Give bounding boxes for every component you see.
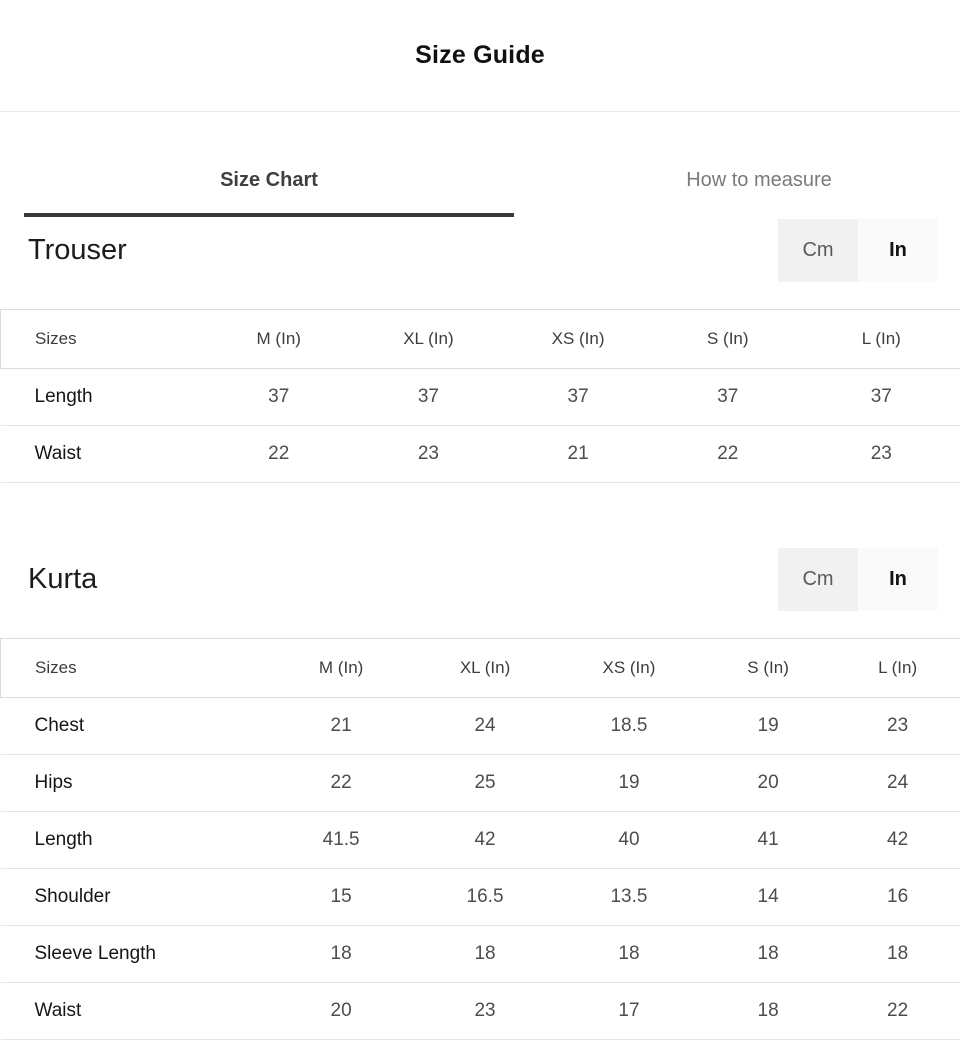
unit-toggle-trouser: Cm In bbox=[778, 219, 938, 282]
measurement-value: 18.5 bbox=[557, 697, 701, 755]
section-head-trouser: Trouser Cm In bbox=[0, 217, 960, 282]
measurement-label: Hips bbox=[0, 754, 270, 812]
measurement-value: 21 bbox=[503, 425, 653, 483]
measurement-value: 23 bbox=[802, 425, 960, 483]
measurement-value: 24 bbox=[835, 754, 960, 812]
measurement-value: 16 bbox=[835, 868, 960, 926]
section-title-kurta: Kurta bbox=[28, 563, 98, 595]
measurement-label: Length bbox=[0, 811, 270, 869]
unit-cm-button-kurta[interactable]: Cm bbox=[778, 548, 858, 611]
size-table-trouser: Sizes M (In) XL (In) XS (In) S (In) L (In) Len… bbox=[0, 309, 960, 483]
size-guide-header: Size Guide bbox=[0, 0, 960, 112]
measurement-value: 24 bbox=[413, 697, 557, 755]
measurement-value: 41.5 bbox=[269, 811, 414, 869]
measurement-value: 18 bbox=[269, 925, 414, 983]
measurement-value: 20 bbox=[269, 982, 414, 1040]
column-header-size: M (In) bbox=[203, 309, 354, 369]
tab-how-to-measure[interactable]: How to measure bbox=[514, 112, 960, 217]
measurement-value: 22 bbox=[269, 754, 414, 812]
measurement-value: 18 bbox=[700, 982, 836, 1040]
table-row: Waist 20 23 17 18 22 bbox=[0, 982, 960, 1040]
measurement-value: 15 bbox=[269, 868, 414, 926]
table-row: Hips 22 25 19 20 24 bbox=[0, 754, 960, 812]
table-row: Waist 22 23 21 22 23 bbox=[0, 425, 960, 483]
measurement-value: 18 bbox=[835, 925, 960, 983]
section-title-trouser: Trouser bbox=[28, 234, 127, 266]
column-header-sizes: Sizes bbox=[0, 638, 270, 698]
measurement-value: 25 bbox=[413, 754, 557, 812]
table-header-row: Sizes M (In) XL (In) XS (In) S (In) L (In) bbox=[0, 638, 960, 698]
measurement-value: 19 bbox=[557, 754, 701, 812]
unit-in-button-trouser[interactable]: In bbox=[858, 219, 938, 282]
table-row: Shoulder 15 16.5 13.5 14 16 bbox=[0, 868, 960, 926]
measurement-value: 22 bbox=[652, 425, 803, 483]
measurement-value: 37 bbox=[802, 368, 960, 426]
measurement-value: 22 bbox=[835, 982, 960, 1040]
table-row: Sleeve Length 18 18 18 18 18 bbox=[0, 925, 960, 983]
measurement-value: 37 bbox=[652, 368, 803, 426]
measurement-value: 41 bbox=[700, 811, 836, 869]
column-header-size: L (In) bbox=[802, 309, 960, 369]
table-row: Length 41.5 42 40 41 42 bbox=[0, 811, 960, 869]
measurement-label: Waist bbox=[0, 425, 204, 483]
measurement-label: Waist bbox=[0, 982, 270, 1040]
column-header-size: XS (In) bbox=[557, 638, 701, 698]
measurement-value: 16.5 bbox=[413, 868, 557, 926]
size-chart-panel: Trouser Cm In Sizes M (In) XL (In) XS (In) S (I… bbox=[0, 217, 960, 1040]
measurement-value: 18 bbox=[413, 925, 557, 983]
measurement-value: 17 bbox=[557, 982, 701, 1040]
section-head-kurta: Kurta Cm In bbox=[0, 548, 960, 611]
column-header-size: M (In) bbox=[269, 638, 414, 698]
measurement-value: 37 bbox=[353, 368, 504, 426]
measurement-value: 18 bbox=[700, 925, 836, 983]
table-header-row: Sizes M (In) XL (In) XS (In) S (In) L (In) bbox=[0, 309, 960, 369]
section-trouser: Trouser Cm In Sizes M (In) XL (In) XS (In) S (I… bbox=[0, 217, 960, 483]
measurement-label: Chest bbox=[0, 697, 270, 755]
column-header-size: L (In) bbox=[835, 638, 960, 698]
measurement-value: 20 bbox=[700, 754, 836, 812]
measurement-value: 23 bbox=[413, 982, 557, 1040]
measurement-value: 21 bbox=[269, 697, 414, 755]
column-header-size: S (In) bbox=[700, 638, 836, 698]
table-row: Length 37 37 37 37 37 bbox=[0, 368, 960, 426]
measurement-value: 42 bbox=[413, 811, 557, 869]
section-kurta: Kurta Cm In Sizes M (In) XL (In) XS (In) S (In)… bbox=[0, 548, 960, 1040]
measurement-value: 37 bbox=[203, 368, 354, 426]
unit-toggle-kurta: Cm In bbox=[778, 548, 938, 611]
column-header-size: XL (In) bbox=[353, 309, 504, 369]
measurement-value: 22 bbox=[203, 425, 354, 483]
measurement-label: Length bbox=[0, 368, 204, 426]
tab-bar: Size Chart How to measure bbox=[24, 112, 960, 217]
measurement-value: 14 bbox=[700, 868, 836, 926]
measurement-value: 23 bbox=[835, 697, 960, 755]
column-header-sizes: Sizes bbox=[0, 309, 204, 369]
page-title: Size Guide bbox=[415, 41, 545, 69]
unit-in-button-kurta[interactable]: In bbox=[858, 548, 938, 611]
measurement-value: 37 bbox=[503, 368, 653, 426]
column-header-size: XS (In) bbox=[503, 309, 653, 369]
column-header-size: S (In) bbox=[652, 309, 803, 369]
measurement-value: 23 bbox=[353, 425, 504, 483]
measurement-value: 40 bbox=[557, 811, 701, 869]
measurement-label: Sleeve Length bbox=[0, 925, 270, 983]
table-row: Chest 21 24 18.5 19 23 bbox=[0, 697, 960, 755]
measurement-value: 19 bbox=[700, 697, 836, 755]
measurement-label: Shoulder bbox=[0, 868, 270, 926]
size-table-kurta: Sizes M (In) XL (In) XS (In) S (In) L (In) Che… bbox=[0, 638, 960, 1040]
tab-size-chart[interactable]: Size Chart bbox=[24, 112, 514, 217]
unit-cm-button-trouser[interactable]: Cm bbox=[778, 219, 858, 282]
measurement-value: 13.5 bbox=[557, 868, 701, 926]
measurement-value: 42 bbox=[835, 811, 960, 869]
measurement-value: 18 bbox=[557, 925, 701, 983]
column-header-size: XL (In) bbox=[413, 638, 557, 698]
